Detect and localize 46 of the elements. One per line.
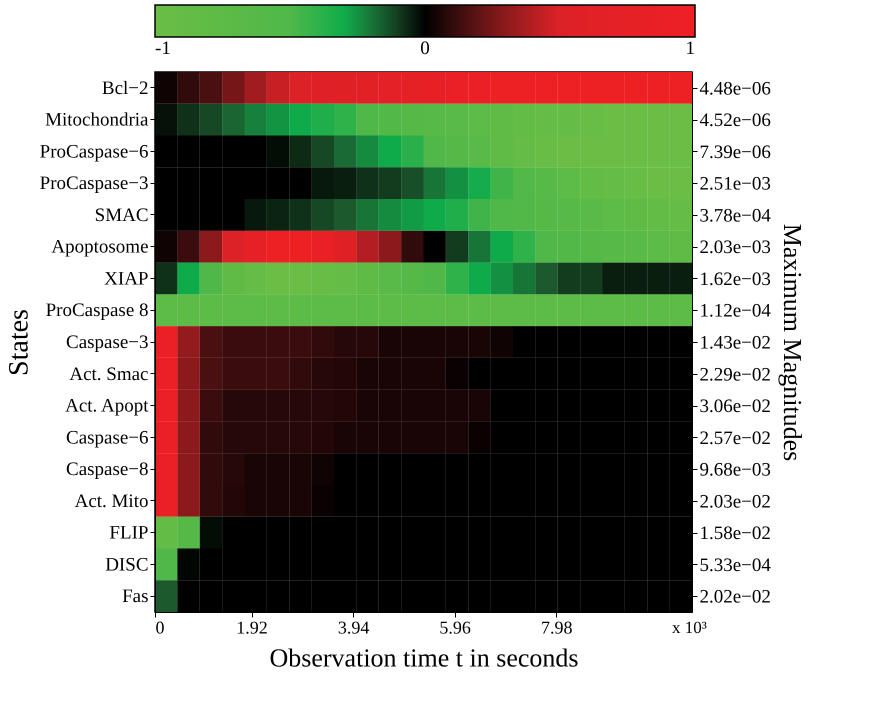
- y-axis-title: States: [4, 309, 35, 376]
- y-tick-label: Caspase−6: [66, 427, 148, 448]
- y2-tick-label: 4.48e−06: [700, 78, 771, 100]
- y-tick-label: Fas: [122, 586, 148, 608]
- x-axis-title: Observation time t in seconds: [269, 644, 579, 672]
- color-bar-label: 0: [420, 38, 430, 59]
- y-tick-label: FLIP: [109, 522, 148, 544]
- y-tick-label: Mitochondria: [45, 110, 150, 131]
- y2-tick-label: 1.43e−02: [700, 332, 771, 354]
- y2-tick-label: 2.03e−03: [700, 237, 771, 258]
- y-tick-label: Caspase−3: [66, 332, 148, 353]
- y2-tick-label: 2.57e−02: [700, 428, 771, 449]
- y2-tick-label: 2.03e−02: [700, 491, 771, 512]
- x-tick-label: 1.92: [236, 618, 268, 638]
- y-tick-label: Caspase−8: [66, 459, 148, 480]
- y2-tick-label: 3.06e−02: [700, 396, 771, 418]
- y-tick-label: Act. Mito: [74, 490, 148, 512]
- y-tick-label: Bcl−2: [102, 78, 148, 99]
- y2-tick-label: 7.39e−06: [700, 142, 771, 163]
- color-bar-label: -1: [155, 38, 171, 59]
- y2-tick-label: 4.52e−06: [700, 110, 771, 132]
- y-tick-label: ProCaspase 8: [46, 300, 148, 322]
- y-tick-label: ProCaspase−6: [40, 141, 148, 162]
- y2-tick-label: 1.62e−03: [700, 268, 771, 290]
- y-tick-label: Apoptosome: [51, 236, 148, 258]
- y2-tick-label: 3.78e−04: [700, 205, 772, 226]
- y-tick-label: SMAC: [94, 204, 148, 226]
- y2-tick-label: 5.33e−04: [700, 554, 772, 576]
- color-bar-label: 1: [686, 38, 695, 59]
- y2-tick-label: 1.58e−02: [700, 523, 771, 544]
- y2-tick-label: 2.02e−02: [700, 586, 771, 608]
- y2-tick-label: 2.29e−02: [700, 364, 771, 386]
- x-tick-label: 3.94: [338, 618, 370, 638]
- y-tick-label: ProCaspase−3: [40, 173, 148, 194]
- x-tick-label: 7.98: [540, 618, 572, 638]
- y-tick-label: DISC: [105, 554, 148, 576]
- x-tick-label: 5.96: [439, 618, 471, 638]
- y2-tick-label: 2.51e−03: [700, 174, 771, 195]
- text: x 10³: [672, 618, 707, 637]
- y2-tick-label: 9.68e−03: [700, 460, 771, 481]
- y-tick-label: Act. Smac: [69, 364, 148, 385]
- x-tick-label: 0: [156, 618, 164, 638]
- y-tick-label: Act. Apopt: [65, 396, 150, 417]
- y2-tick-label: 1.12e−04: [700, 300, 772, 322]
- y-tick-label: XIAP: [104, 268, 148, 290]
- y2-axis-title: Maximum Magnitudes: [778, 224, 807, 462]
